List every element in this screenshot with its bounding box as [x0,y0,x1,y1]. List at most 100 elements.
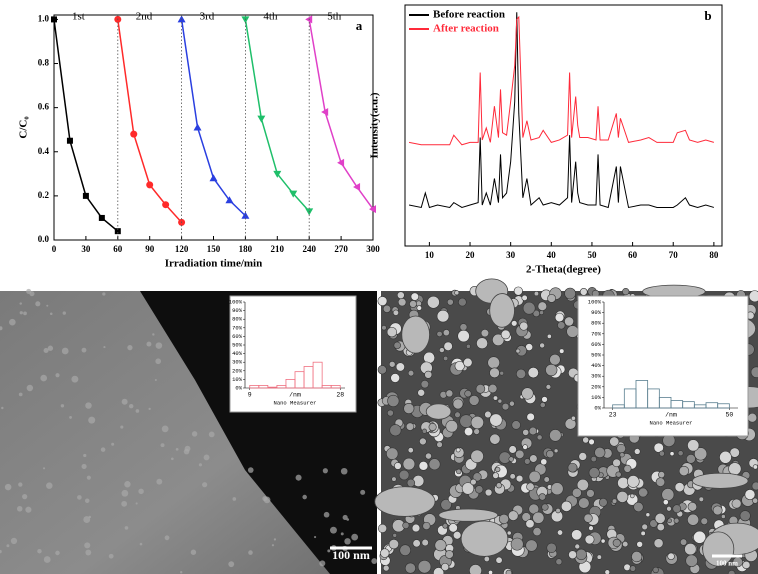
x-tick-label: 10 [425,250,435,260]
sem-particle [170,457,174,461]
sem-particle [636,540,643,548]
histogram-bar [717,403,730,409]
sem-particle [403,402,415,414]
marker [369,205,376,214]
sem-particle [445,420,458,433]
sem-particle [360,489,366,495]
sem-particle [687,439,700,452]
marker [146,181,154,189]
sem-particle [539,310,544,316]
sem-particle [555,508,561,514]
sem-particle [161,425,169,433]
sem-particle [501,402,510,411]
sem-particle [436,330,443,338]
sem-particle [469,564,482,574]
sem-particle [679,538,688,546]
marker [162,201,170,209]
x-tick-label: 150 [207,244,221,254]
sem-particle [555,558,563,566]
sem-particle [498,451,511,464]
sem-cluster [489,293,515,328]
sem-particle [409,300,417,308]
sem-particle [380,548,390,558]
sem-particle [351,533,359,541]
sem-particle [386,326,398,338]
sem-particle [428,423,437,432]
marker [257,115,266,123]
sem-particle [393,341,401,350]
sem-particle [515,474,524,483]
sem-particle [658,450,665,457]
sem-particle [391,476,397,482]
sem-particle [382,564,390,572]
sem-particle [340,532,344,536]
sem-particle [600,538,606,544]
charts: 0.0 0.2 0.4 0.6 0.8 1.0 0 30 60 90 120 150 180 210 240… [18,4,749,568]
sem-particle [436,441,443,448]
x-axis-label: /nm [289,392,301,399]
sem-particle [465,343,471,349]
sem-particle [155,358,162,365]
sem-particle [612,538,621,547]
data-line [180,19,246,217]
sem-particle [10,537,18,545]
y-tick-label: 20% [232,367,243,374]
sem-particle [547,293,556,303]
sem-particle [232,497,237,501]
sem-particle [377,365,387,375]
sem-particle [654,512,666,524]
sem-particle [528,426,538,436]
sem-particle [652,566,659,574]
marker [98,214,105,221]
y-tick-label: 30% [591,373,602,380]
sem-particle [616,490,629,503]
series-label: 3rd [200,11,215,23]
sem-particle [508,456,514,462]
sem-particle [533,290,540,297]
sem-particle [473,428,480,435]
sem-particle [61,347,69,355]
sem-particle [422,521,431,531]
sem-particle [567,462,578,473]
sem-particle [148,407,151,411]
sem-particle [208,431,215,438]
sem-particle [539,402,546,408]
sem-particle [121,500,128,507]
sem-particle [667,518,672,524]
sem-particle [228,561,235,568]
sem-particle [511,320,518,327]
sem-particle [84,542,91,549]
sem-particle [655,477,666,487]
sem-particle [160,443,165,448]
sem-particle [522,429,530,436]
sem-particle [568,550,577,560]
sem-particle [579,288,588,296]
series-label: 2nd [136,11,153,23]
sem-particle [120,425,124,429]
sem-cluster [401,315,430,354]
sem-particle [55,550,60,556]
sem-particle [609,436,620,447]
y-tick-label: 20% [591,383,602,390]
x-tick-label: 70 [669,250,679,260]
sem-particle [532,527,542,537]
x-tick-label: 50 [587,250,597,260]
sem-particle [611,498,618,504]
sem-particle [433,567,445,574]
sem-particle [666,505,672,512]
sem-particle [55,373,60,378]
sem-particle [673,517,680,524]
x-tick-label: 180 [239,244,253,254]
sem-particle [557,529,564,536]
sem-particle [742,560,751,570]
sem-particle [411,523,421,533]
sem-particle [649,519,658,528]
panel-label: b [704,8,711,23]
sem-particle [475,384,486,394]
sem-particle [108,553,114,559]
x-tick-label: 300 [366,244,380,254]
sem-particle [513,286,523,296]
sem-particle [19,311,23,315]
sem-particle [549,353,561,366]
sem-particle [536,434,543,441]
